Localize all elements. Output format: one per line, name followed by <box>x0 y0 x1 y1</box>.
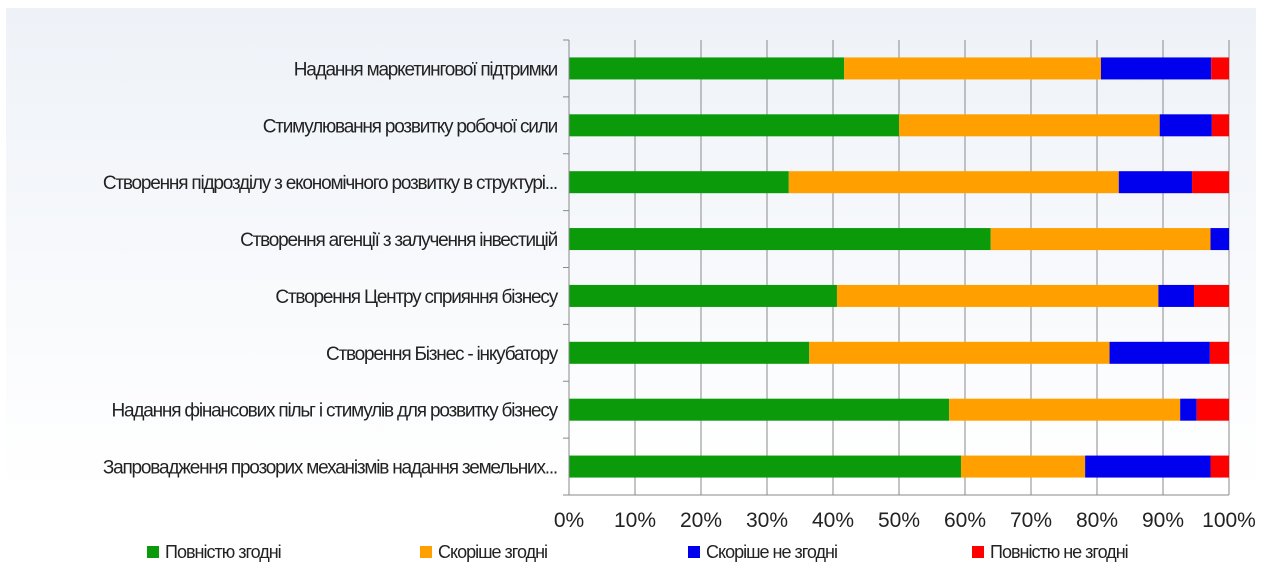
bar-segment <box>569 398 950 421</box>
x-tick-labels: 0% 10% 20% 30% 40% 50% 60% 70% 80% 90% 100% <box>554 509 1256 532</box>
bar-segment <box>569 341 810 364</box>
bar-segment <box>1180 398 1197 421</box>
legend: Повністю згодні Скоріше згодні Скоріше не … <box>147 542 1129 562</box>
bar-segment <box>836 284 1159 307</box>
bar-segment <box>1194 284 1229 307</box>
legend-swatch <box>147 546 159 558</box>
x-tick-label: 50% <box>878 509 920 532</box>
bar-segment <box>569 228 991 251</box>
bar-segment <box>899 114 1160 137</box>
bar-segment <box>1085 455 1211 478</box>
legend-swatch <box>972 546 984 558</box>
bar-segment <box>1209 341 1229 364</box>
legend-swatch <box>420 546 432 558</box>
bar-segment <box>1109 341 1210 364</box>
legend-label: Повністю згодні <box>165 542 281 562</box>
bar-segment <box>569 171 789 194</box>
category-label: Створення Бізнес - інкубатору <box>326 344 559 365</box>
x-tick-label: 60% <box>944 509 986 532</box>
category-label: Створення Центру сприяння бізнесу <box>275 287 558 308</box>
bar-segment <box>1210 455 1229 478</box>
bar-segment <box>1192 171 1229 194</box>
bar-segment <box>569 455 962 478</box>
bar-segment <box>1210 228 1229 251</box>
bars <box>569 57 1229 478</box>
legend-label: Повністю не згодні <box>990 542 1128 562</box>
category-label: Запровадження прозорих механізмів наданн… <box>103 458 557 479</box>
x-tick-label: 30% <box>746 509 788 532</box>
category-labels: Надання маркетингової підтримки Стимулюва… <box>103 59 560 479</box>
x-tick-label: 90% <box>1142 509 1184 532</box>
bar-segment <box>990 228 1211 251</box>
bar-segment <box>1196 398 1229 421</box>
bar-segment <box>1118 171 1193 194</box>
category-label: Стимулювання розвитку робочої сили <box>263 116 558 137</box>
bar-segment <box>569 114 899 137</box>
bar-segment <box>1211 57 1229 80</box>
legend-label: Скоріше згодні <box>438 542 547 562</box>
x-tick-label: 10% <box>614 509 656 532</box>
category-label: Надання фінансових пільг і стимулів для … <box>112 401 559 422</box>
axes <box>563 39 1229 496</box>
bar-segment <box>844 57 1101 80</box>
bar-segment <box>1158 284 1195 307</box>
bar-segment <box>949 398 1181 421</box>
bar-segment <box>961 455 1086 478</box>
legend-swatch <box>688 546 700 558</box>
x-tick-label: 20% <box>680 509 722 532</box>
x-tick-label: 80% <box>1076 509 1118 532</box>
bar-segment <box>1211 114 1229 137</box>
category-label: Створення підрозділу з економічного розв… <box>103 173 557 194</box>
bar-segment <box>809 341 1110 364</box>
legend-label: Скоріше не згодні <box>706 542 837 562</box>
bar-segment <box>569 57 845 80</box>
x-tick-label: 100% <box>1202 509 1256 532</box>
x-tick-label: 40% <box>812 509 854 532</box>
bar-segment <box>788 171 1119 194</box>
bar-segment <box>1159 114 1212 137</box>
category-label: Створення агенції з залучення інвестицій <box>240 230 558 251</box>
category-label: Надання маркетингової підтримки <box>294 59 558 80</box>
x-tick-label: 70% <box>1010 509 1052 532</box>
x-tick-label: 0% <box>554 509 584 532</box>
bar-segment <box>1100 57 1212 80</box>
bar-segment <box>569 284 837 307</box>
